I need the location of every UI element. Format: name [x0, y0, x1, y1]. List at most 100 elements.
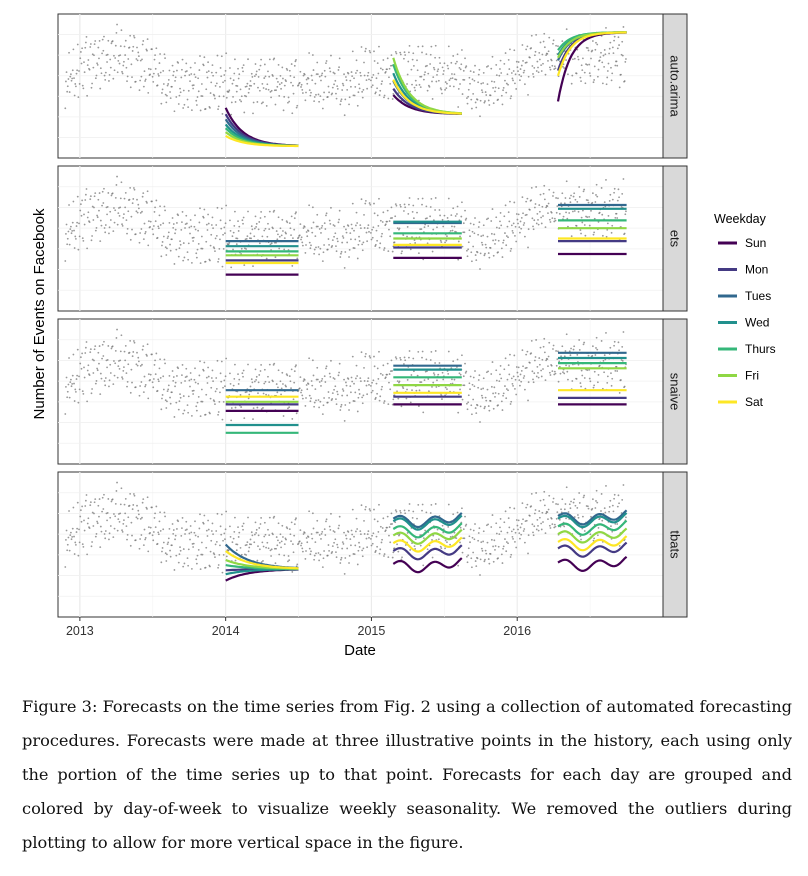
- history-point: [268, 210, 271, 213]
- history-point: [229, 525, 231, 528]
- history-point: [207, 70, 210, 73]
- history-point: [609, 41, 612, 44]
- legend-label-mon: Mon: [745, 263, 768, 277]
- history-point: [537, 71, 540, 74]
- history-point: [143, 375, 146, 378]
- history-point: [586, 369, 589, 372]
- history-point: [382, 364, 385, 367]
- history-point: [486, 235, 489, 238]
- history-point: [147, 244, 150, 247]
- history-point: [86, 369, 89, 372]
- history-point: [274, 256, 277, 259]
- figure-caption: Figure 3: Forecasts on the time series f…: [22, 697, 792, 852]
- history-point: [468, 229, 471, 232]
- history-point: [290, 521, 293, 524]
- history-point: [255, 528, 258, 531]
- history-point: [217, 258, 220, 260]
- history-point: [356, 528, 359, 530]
- history-point: [614, 369, 617, 372]
- history-point: [220, 75, 223, 78]
- history-point: [156, 84, 159, 87]
- history-point: [172, 70, 175, 73]
- history-point: [366, 227, 369, 230]
- history-point: [548, 524, 551, 527]
- history-point: [423, 226, 426, 228]
- history-point: [194, 214, 196, 217]
- x-tick-label: 2014: [212, 624, 240, 638]
- history-point: [331, 92, 334, 95]
- history-point: [543, 490, 546, 493]
- history-point: [484, 558, 486, 561]
- history-point: [216, 206, 219, 209]
- history-point: [491, 361, 494, 363]
- history-point: [621, 499, 624, 501]
- history-point: [287, 101, 289, 104]
- history-point: [480, 388, 483, 391]
- history-point: [214, 237, 217, 240]
- history-point: [164, 57, 166, 60]
- history-point: [613, 493, 616, 496]
- history-point: [103, 533, 106, 535]
- history-point: [331, 86, 334, 89]
- history-point: [286, 374, 289, 377]
- history-point: [451, 229, 454, 232]
- history-point: [172, 529, 175, 531]
- history-point: [535, 33, 538, 36]
- history-point: [394, 521, 397, 524]
- history-point: [140, 228, 143, 230]
- history-point: [93, 359, 95, 362]
- history-point: [623, 80, 626, 82]
- history-point: [167, 537, 170, 540]
- history-point: [209, 412, 211, 415]
- history-point: [142, 40, 145, 42]
- history-point: [317, 93, 320, 96]
- forecast-line-sat: [556, 31, 627, 77]
- history-point: [338, 66, 340, 69]
- history-point: [552, 39, 555, 42]
- history-point: [305, 537, 308, 539]
- history-point: [523, 375, 526, 377]
- history-point: [263, 215, 266, 218]
- history-point: [384, 223, 387, 226]
- history-point: [295, 412, 298, 415]
- history-point: [96, 369, 99, 372]
- history-point: [350, 529, 353, 532]
- history-point: [217, 411, 220, 413]
- history-point: [461, 201, 463, 204]
- history-point: [610, 231, 613, 234]
- history-point: [353, 553, 356, 556]
- history-point: [429, 359, 432, 361]
- history-point: [355, 517, 358, 520]
- history-point: [465, 65, 468, 68]
- history-point: [102, 49, 105, 52]
- history-point: [571, 380, 574, 382]
- history-point: [222, 400, 225, 403]
- history-point: [309, 553, 312, 556]
- history-point: [622, 331, 625, 333]
- history-point: [319, 553, 322, 556]
- history-point: [587, 507, 590, 510]
- history-point: [616, 47, 619, 50]
- history-point: [117, 212, 120, 215]
- history-point: [444, 539, 447, 542]
- history-point: [119, 512, 122, 515]
- history-point: [156, 542, 159, 545]
- history-point: [190, 109, 193, 112]
- history-point: [166, 94, 168, 97]
- history-point: [601, 82, 604, 85]
- history-point: [525, 200, 528, 203]
- history-point: [482, 540, 485, 543]
- history-point: [277, 539, 279, 542]
- history-point: [341, 82, 344, 85]
- history-point: [93, 206, 95, 209]
- history-point: [248, 88, 251, 90]
- history-point: [593, 217, 596, 220]
- history-point: [528, 208, 531, 211]
- history-point: [281, 524, 284, 527]
- history-point: [447, 350, 450, 353]
- history-point: [371, 542, 374, 545]
- history-point: [345, 381, 347, 384]
- history-point: [65, 233, 67, 235]
- history-point: [220, 207, 223, 210]
- history-point: [607, 62, 610, 65]
